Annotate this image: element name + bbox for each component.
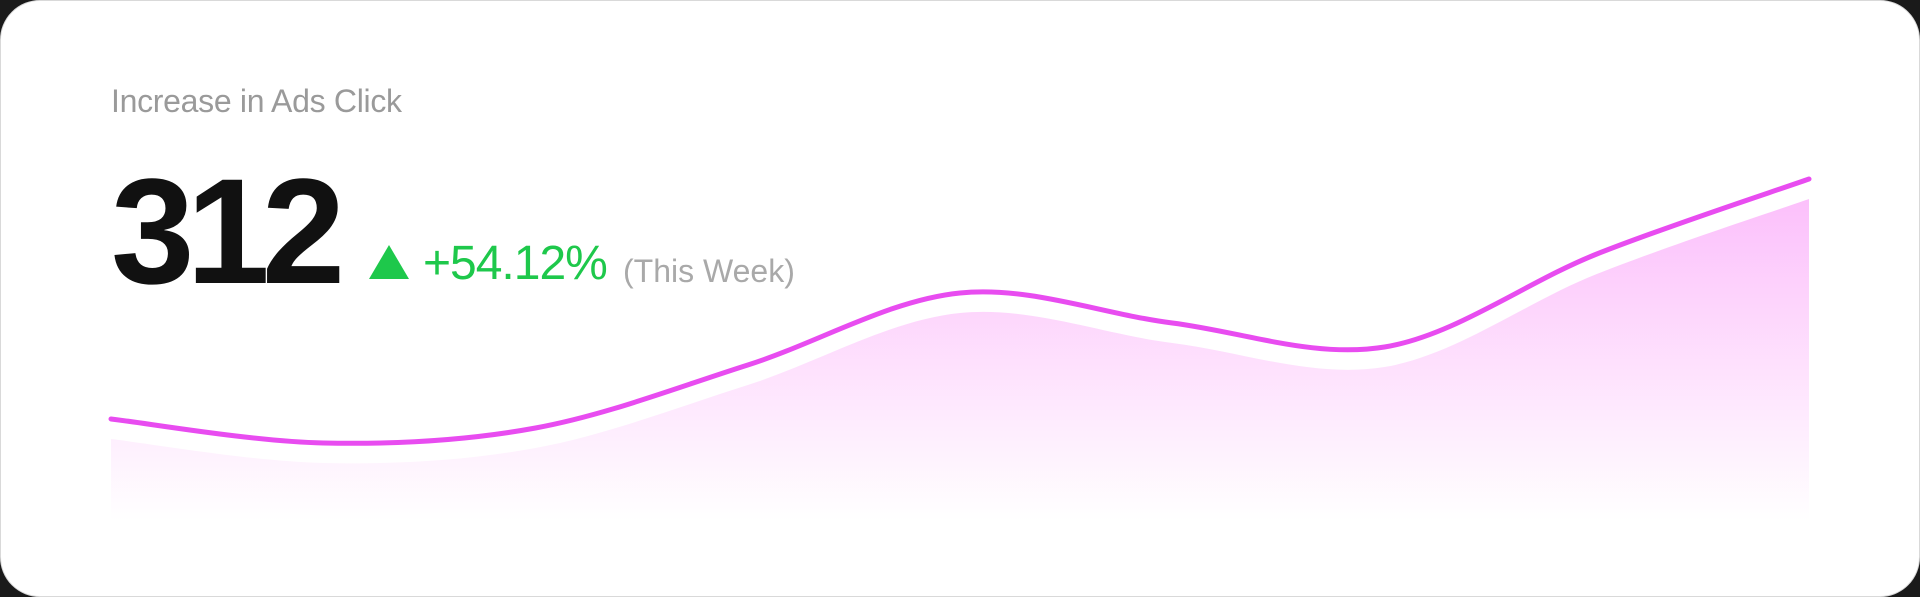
triangle-up-icon <box>369 245 409 279</box>
card-title: Increase in Ads Click <box>111 83 402 119</box>
change-percent: +54.12% <box>423 237 608 290</box>
series-line <box>108 176 1812 446</box>
area-fill <box>111 199 1809 521</box>
period-label: (This Week) <box>623 253 795 289</box>
metric-value: 312 <box>111 147 345 315</box>
